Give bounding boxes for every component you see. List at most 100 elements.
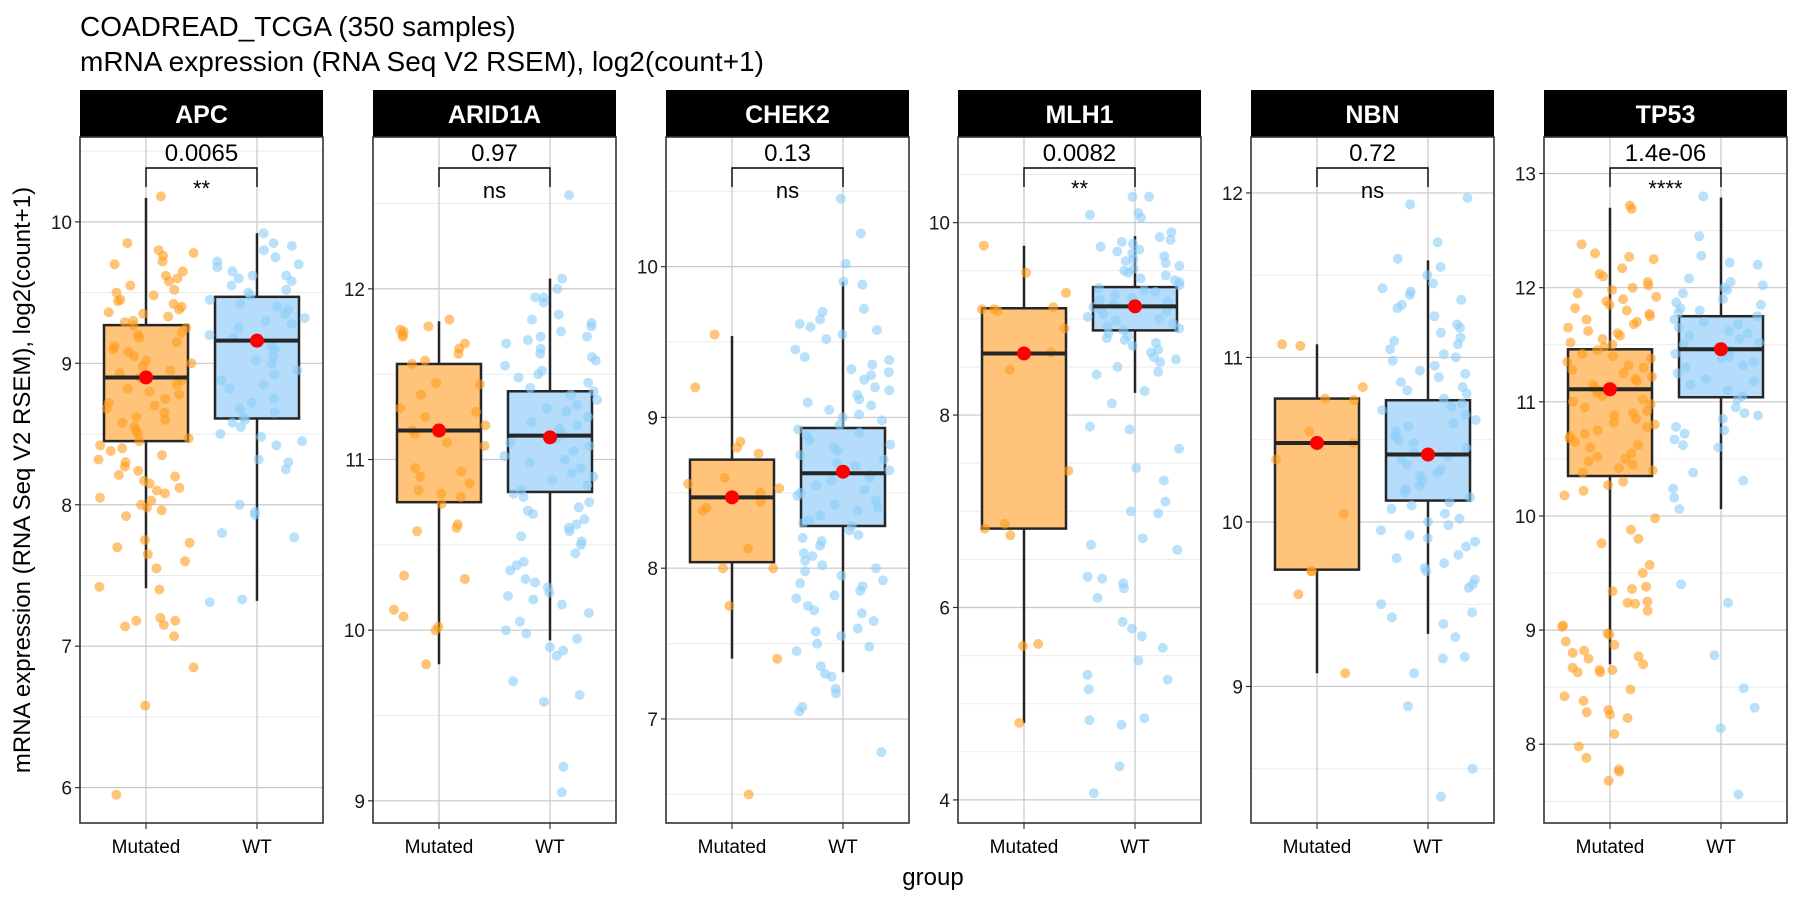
jitter-point <box>812 638 823 649</box>
jitter-point <box>1160 496 1171 507</box>
jitter-point <box>868 616 879 626</box>
facet-strip <box>80 90 323 137</box>
jitter-point <box>524 457 535 468</box>
jitter-point <box>1713 442 1724 453</box>
jitter-point <box>415 471 426 482</box>
jitter-point <box>1174 260 1185 271</box>
jitter-point <box>518 492 529 503</box>
jitter-point <box>160 414 171 425</box>
jitter-point <box>1393 434 1404 445</box>
jitter-point <box>1630 598 1641 609</box>
jitter-point <box>1457 398 1467 409</box>
jitter-point <box>1581 314 1592 325</box>
jitter-point <box>1679 428 1690 439</box>
jitter-point <box>1578 485 1589 496</box>
jitter-point <box>215 429 226 439</box>
significance-bracket <box>1316 167 1429 187</box>
jitter-point <box>508 488 519 499</box>
jitter-point <box>1622 597 1633 608</box>
jitter-point <box>1432 237 1443 248</box>
facet-panel-apc: APC 6 7 8 9 10 Mutated WT 0.0065 ** <box>51 90 324 858</box>
jitter-point <box>837 329 848 340</box>
jitter-point <box>1377 283 1388 294</box>
jitter-point <box>1406 500 1417 511</box>
jitter-point <box>1643 280 1654 291</box>
jitter-point <box>416 389 427 400</box>
jitter-point <box>836 570 847 581</box>
jitter-point <box>1082 571 1093 582</box>
jitter-point <box>1607 339 1618 350</box>
jitter-point <box>854 409 865 420</box>
y-tick-label: 11 <box>1516 393 1536 414</box>
jitter-point <box>1443 520 1454 531</box>
jitter-point <box>850 460 861 471</box>
x-tick-label: WT <box>1413 837 1443 858</box>
jitter-point <box>1120 256 1131 267</box>
jitter-point <box>570 548 581 559</box>
jitter-point <box>1461 388 1472 399</box>
jitter-point <box>138 308 149 319</box>
jitter-point <box>117 417 128 428</box>
jitter-point <box>1139 285 1150 295</box>
jitter-point <box>1563 322 1574 333</box>
jitter-point <box>142 502 152 513</box>
x-tick-label: Mutated <box>698 837 767 858</box>
jitter-point <box>574 690 585 700</box>
y-tick-label: 10 <box>344 621 365 642</box>
jitter-point <box>1633 533 1644 544</box>
mean-marker <box>1017 346 1031 361</box>
jitter-point <box>164 276 174 287</box>
jitter-point <box>177 266 188 277</box>
jitter-point <box>1408 438 1419 448</box>
jitter-point <box>1389 336 1400 346</box>
jitter-point <box>1557 621 1568 632</box>
jitter-point <box>170 471 181 482</box>
jitter-point <box>94 581 105 592</box>
jitter-point <box>571 519 582 530</box>
jitter-point <box>1385 344 1396 355</box>
jitter-point <box>395 403 406 414</box>
y-axis-title: mRNA expression (RNA Seq V2 RSEM), log2(… <box>9 187 36 773</box>
y-tick-label: 6 <box>61 779 72 800</box>
jitter-point <box>1464 492 1475 503</box>
jitter-point <box>527 314 537 325</box>
jitter-point <box>165 365 176 376</box>
jitter-point <box>791 593 802 604</box>
facet-panel-mlh1: MLH1 4 6 8 10 Mutated WT 0.0082 ** <box>929 90 1202 858</box>
jitter-point <box>1144 191 1155 202</box>
jitter-point <box>1577 348 1588 359</box>
jitter-point <box>1677 288 1688 299</box>
jitter-point <box>855 585 866 596</box>
jitter-point <box>1694 305 1705 316</box>
chart-title: COADREAD_TCGA (350 samples) <box>80 11 516 42</box>
x-tick-label: Mutated <box>112 837 181 858</box>
facet-strip <box>1544 90 1787 137</box>
jitter-point <box>535 348 546 359</box>
jitter-point <box>1592 425 1603 436</box>
jitter-point <box>1093 283 1104 294</box>
mean-marker <box>1310 435 1324 450</box>
x-tick-label: WT <box>1706 837 1736 858</box>
jitter-point <box>876 747 887 758</box>
jitter-point <box>154 584 165 595</box>
jitter-point <box>539 696 549 707</box>
jitter-point <box>1700 374 1711 384</box>
jitter-point <box>755 487 766 498</box>
jitter-point <box>1083 684 1094 695</box>
jitter-point <box>564 526 575 537</box>
jitter-point <box>1698 191 1709 202</box>
jitter-point <box>1719 425 1730 436</box>
jitter-point <box>1638 362 1649 373</box>
jitter-point <box>149 400 160 411</box>
y-tick-label: 12 <box>1222 184 1243 205</box>
jitter-point <box>800 555 811 566</box>
jitter-point <box>1641 421 1652 432</box>
jitter-point <box>1603 480 1614 491</box>
mean-marker <box>1128 299 1142 314</box>
jitter-point <box>802 397 813 408</box>
jitter-point <box>1124 424 1135 435</box>
jitter-point <box>1684 330 1695 341</box>
group-mutated <box>93 191 199 800</box>
jitter-point <box>1306 566 1317 577</box>
jitter-point <box>1131 463 1142 473</box>
